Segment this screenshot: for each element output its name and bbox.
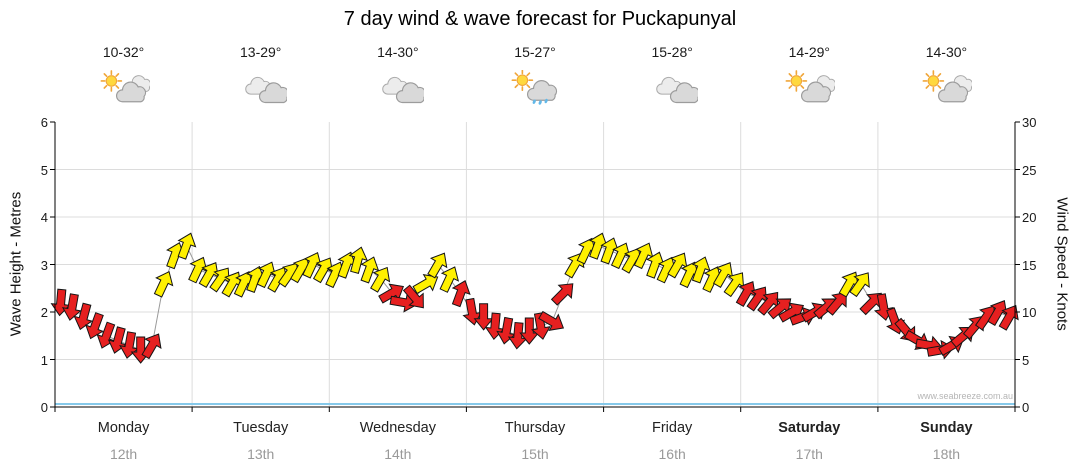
wind-arrow	[141, 333, 162, 360]
day-date: 14th	[384, 446, 412, 462]
wind-speed-tick: 0	[1022, 400, 1030, 415]
wind-arrow	[691, 256, 711, 284]
day-temp: 14-30°	[377, 44, 419, 60]
day-date: 13th	[247, 446, 275, 462]
day-name: Tuesday	[233, 420, 289, 436]
day-temp: 13-29°	[240, 44, 282, 60]
left-axis-title: Wave Height - Metres	[7, 191, 25, 337]
wind-arrow	[177, 232, 197, 260]
weather-icon	[783, 70, 837, 106]
day-temp: 14-29°	[788, 44, 830, 60]
wind-arrow	[439, 266, 460, 293]
day-date: 12th	[109, 446, 138, 462]
wind-arrow	[360, 256, 380, 284]
wind-arrow	[85, 312, 104, 340]
day-name: Friday	[651, 420, 693, 436]
wave-height-tick: 1	[40, 352, 48, 368]
day-date: 15th	[521, 446, 549, 462]
sun-cloud-rain-icon	[511, 69, 558, 105]
wind-arrow	[370, 266, 391, 293]
weather-icon	[920, 70, 974, 106]
day-temp: 10-32°	[102, 44, 145, 60]
day-date: 17th	[795, 446, 823, 462]
wind-arrow	[153, 271, 174, 298]
wave-height-tick: 6	[40, 115, 48, 130]
wind-arrow	[531, 312, 551, 340]
wind-speed-tick: 30	[1022, 115, 1037, 130]
wind-arrow	[427, 252, 448, 279]
right-axis-title: Wind Speed - Knots	[1053, 197, 1071, 331]
sun-cloud-icon	[785, 70, 837, 103]
wind-arrow	[73, 302, 93, 331]
wind-speed-tick: 20	[1022, 210, 1037, 225]
wind-arrow	[825, 291, 847, 316]
weather-icon	[646, 70, 701, 106]
day-date: 18th	[932, 446, 961, 462]
day-temp: 15-27°	[514, 44, 556, 60]
clouds-icon	[656, 76, 701, 104]
weather-icon	[372, 70, 426, 106]
day-name: Sunday	[920, 420, 973, 436]
page-title: 7 day wind & wave forecast for Puckapuny…	[343, 8, 737, 30]
wind-speed-tick: 10	[1022, 305, 1037, 320]
clouds-icon	[245, 76, 289, 104]
forecast-plot	[50, 121, 1020, 412]
wind-speed-tick: 15	[1022, 257, 1037, 273]
weather-icon	[98, 70, 151, 106]
sun-cloud-icon	[100, 70, 151, 103]
wind-arrow	[451, 280, 471, 308]
wind-arrow	[412, 274, 439, 295]
wind-arrow	[849, 272, 870, 298]
day-name: Thursday	[504, 420, 566, 436]
day-name: Saturday	[778, 420, 841, 436]
day-date: 16th	[658, 446, 686, 462]
wind-arrow	[402, 284, 424, 309]
day-name: Monday	[97, 420, 150, 436]
wave-height-tick: 5	[40, 162, 48, 178]
wind-speed-tick: 5	[1022, 352, 1030, 368]
wind-arrow	[348, 246, 369, 275]
wave-height-tick: 0	[40, 400, 48, 415]
weather-icon	[235, 70, 289, 106]
wind-arrow	[550, 283, 574, 306]
wind-arrow	[538, 310, 565, 331]
wind-speed-tick: 25	[1022, 162, 1037, 178]
wind-arrow	[998, 304, 1019, 331]
wave-height-tick: 3	[40, 257, 48, 273]
day-name: Wednesday	[359, 420, 436, 436]
day-temp: 15-28°	[651, 44, 693, 60]
wave-height-tick: 2	[40, 305, 48, 320]
weather-icon	[509, 69, 561, 106]
watermark: www.seabreeze.com.au	[917, 391, 1013, 401]
sun-cloud-icon	[922, 70, 974, 103]
wave-height-tick: 4	[40, 210, 48, 225]
clouds-icon	[382, 76, 426, 104]
wind-arrow	[61, 293, 82, 321]
day-temp: 14-30°	[925, 44, 968, 60]
